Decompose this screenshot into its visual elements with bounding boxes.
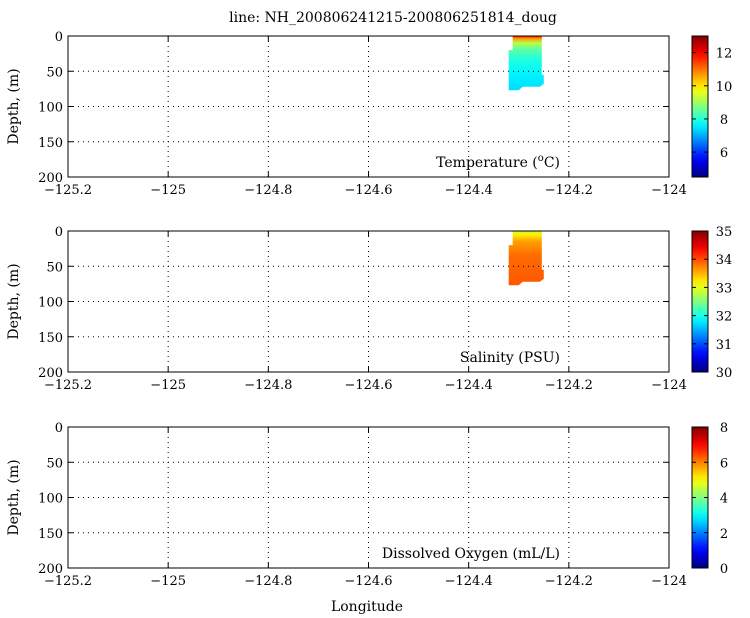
x-tick-label: −124.4 xyxy=(445,183,493,198)
colorbar-tick-label: 0 xyxy=(720,562,728,577)
colorbar-tick-label: 8 xyxy=(720,421,728,436)
colorbar-tick-label: 31 xyxy=(716,338,733,353)
colorbar: 30 31 32 33 34 35 xyxy=(692,225,732,381)
x-tick-label: −124.4 xyxy=(445,378,493,393)
x-tick-label: −124 xyxy=(651,574,687,589)
x-tick-label: −124.2 xyxy=(545,378,593,393)
colorbar-tick-label: 35 xyxy=(716,225,733,240)
colorbar: 6 8 10 12 xyxy=(692,36,732,177)
colorbar-tick-label: 34 xyxy=(716,253,733,268)
y-tick-label: 0 xyxy=(55,225,63,240)
oxygen-label: Dissolved Oxygen (mL/L) xyxy=(382,546,560,562)
y-tick-label: 100 xyxy=(38,101,63,116)
colorbar-tick-label: 33 xyxy=(716,281,733,296)
colorbar-scale xyxy=(692,231,708,372)
x-tick-label: −124.6 xyxy=(344,378,392,393)
x-tick-label: −124.8 xyxy=(244,574,292,589)
colorbar: 0 2 4 6 8 xyxy=(692,421,728,577)
panel-salinity: −125.2 −125 −124.8 −124.6 −124.4 −124.2 −12405… xyxy=(6,225,732,393)
y-tick-label: 100 xyxy=(38,492,63,507)
y-axis-label: Depth, (m) xyxy=(6,263,22,339)
colorbar-scale xyxy=(692,36,708,177)
y-tick-label: 0 xyxy=(55,421,63,436)
x-tick-label: −124 xyxy=(651,378,687,393)
panel-temperature: −125.2 −125 −124.8 −124.6 −124.4 −124.2 −12405… xyxy=(6,30,732,198)
y-tick-label: 50 xyxy=(46,260,63,275)
colorbar-tick-label: 10 xyxy=(716,80,733,95)
colorbar-tick-label: 2 xyxy=(720,527,728,542)
salinity-label: Salinity (PSU) xyxy=(460,350,560,366)
y-axis-label: Depth, (m) xyxy=(6,459,22,535)
y-tick-label: 100 xyxy=(38,296,63,311)
x-tick-label: −124.2 xyxy=(545,183,593,198)
panel-oxygen: −125.2 −125 −124.8 −124.6 −124.4 −124.2 −12405… xyxy=(6,421,728,589)
y-tick-label: 200 xyxy=(38,171,63,186)
colorbar-tick-label: 32 xyxy=(716,310,733,325)
colorbar-tick-label: 12 xyxy=(716,47,733,62)
temperature-label: Temperature (oC) xyxy=(436,153,560,171)
y-tick-label: 150 xyxy=(38,527,63,542)
colorbar-tick-label: 6 xyxy=(720,456,728,471)
x-tick-label: −124.8 xyxy=(244,183,292,198)
colorbar-tick-label: 8 xyxy=(720,113,728,128)
grid xyxy=(68,36,669,177)
x-tick-label: −124.2 xyxy=(545,574,593,589)
y-tick-label: 50 xyxy=(46,456,63,471)
y-tick-label: 0 xyxy=(55,30,63,45)
x-tick-label: −125 xyxy=(150,378,186,393)
y-tick-label: 200 xyxy=(38,562,63,577)
temperature-data-patch xyxy=(509,36,544,90)
colorbar-tick-label: 6 xyxy=(720,146,728,161)
x-tick-label: −124.4 xyxy=(445,574,493,589)
x-tick-label: −125 xyxy=(150,574,186,589)
x-axis-label: Longitude xyxy=(331,599,403,615)
chart-title: line: NH_200806241215-200806251814_doug xyxy=(229,10,557,26)
salinity-data-patch xyxy=(509,231,544,285)
y-tick-label: 150 xyxy=(38,136,63,151)
y-tick-label: 200 xyxy=(38,366,63,381)
x-tick-label: −124.8 xyxy=(244,378,292,393)
grid xyxy=(68,231,669,372)
x-tick-label: −124.6 xyxy=(344,183,392,198)
y-axis-label: Depth, (m) xyxy=(6,68,22,144)
colorbar-tick-label: 4 xyxy=(720,492,728,507)
x-tick-label: −124.6 xyxy=(344,574,392,589)
grid xyxy=(68,427,669,568)
x-tick-label: −124 xyxy=(651,183,687,198)
x-tick-label: −125 xyxy=(150,183,186,198)
y-tick-label: 50 xyxy=(46,65,63,80)
colorbar-tick-label: 30 xyxy=(716,366,733,381)
y-tick-label: 150 xyxy=(38,331,63,346)
